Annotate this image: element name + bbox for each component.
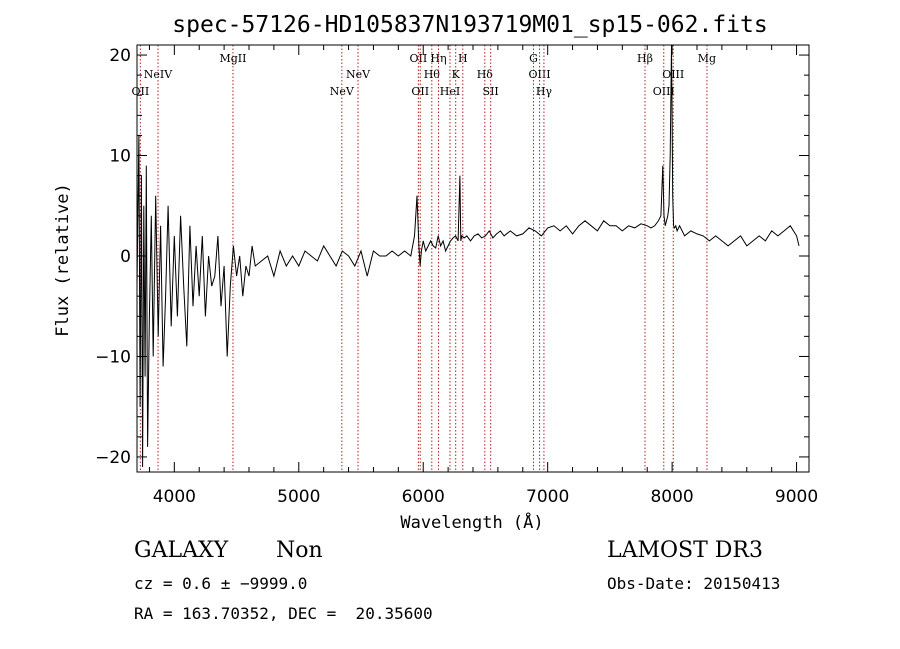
line-label-7: Hθ bbox=[424, 68, 441, 81]
y-tick-label-4: 20 bbox=[109, 46, 131, 66]
line-label-4: NeV bbox=[346, 68, 371, 81]
x-tick-label-3: 7000 bbox=[526, 487, 569, 507]
axis-ticks: 4000 5000 6000 7000 8000 9000 −20 −10 0 10 20 bbox=[95, 45, 818, 507]
line-label-16: Hγ bbox=[536, 85, 553, 98]
y-tick-label-1: −10 bbox=[95, 347, 131, 367]
line-label-12: Hδ bbox=[477, 68, 494, 81]
cz-readout: cz = 0.6 ± −9999.0 bbox=[134, 574, 308, 593]
line-label-11: H bbox=[458, 52, 468, 65]
subclass-label: Non bbox=[276, 538, 323, 563]
line-label-2: MgII bbox=[219, 52, 246, 65]
x-tick-label-2: 6000 bbox=[402, 487, 445, 507]
line-label-0: OII bbox=[132, 85, 150, 98]
plot-frame bbox=[136, 44, 810, 473]
line-label-17: Hβ bbox=[637, 52, 653, 65]
x-tick-label-1: 5000 bbox=[277, 487, 320, 507]
line-label-20: Mg bbox=[698, 52, 716, 65]
class-label: GALAXY bbox=[134, 538, 229, 563]
survey-label: LAMOST DR3 bbox=[607, 538, 763, 563]
x-tick-label-0: 4000 bbox=[153, 487, 196, 507]
line-label-15: OIII bbox=[529, 68, 551, 81]
x-axis-label: Wavelength (Å) bbox=[400, 511, 543, 533]
flux-line bbox=[136, 44, 800, 468]
line-label-14: G bbox=[529, 52, 538, 65]
y-axis-label: Flux (relative) bbox=[53, 183, 73, 337]
line-label-1: NeIV bbox=[144, 68, 173, 81]
y-tick-label-3: 10 bbox=[109, 147, 131, 167]
chart-title: spec-57126-HD105837N193719M01_sp15-062.f… bbox=[172, 12, 767, 38]
line-label-8: Hη bbox=[430, 52, 446, 65]
line-label-6: OII bbox=[411, 85, 429, 98]
line-label-19: OIII bbox=[662, 68, 684, 81]
line-label-9: HeI bbox=[440, 85, 460, 98]
x-tick-label-4: 8000 bbox=[650, 487, 693, 507]
line-label-18: OIII bbox=[653, 85, 675, 98]
emission-line-markers: OII NeIV MgII NeV NeV OII OII Hθ Hη HeI KH Hδ SII G OI… bbox=[132, 45, 716, 472]
x-tick-label-5: 9000 bbox=[775, 487, 818, 507]
obs-date-readout: Obs-Date: 20150413 bbox=[607, 574, 781, 593]
ra-dec-readout: RA = 163.70352, DEC = 20.35600 bbox=[134, 604, 433, 623]
line-label-13: SII bbox=[483, 85, 499, 98]
line-label-5: OII bbox=[410, 52, 428, 65]
y-tick-label-0: −20 bbox=[95, 448, 131, 468]
y-tick-label-2: 0 bbox=[120, 247, 131, 267]
line-label-3: NeV bbox=[330, 85, 355, 98]
line-label-10: K bbox=[452, 68, 461, 81]
